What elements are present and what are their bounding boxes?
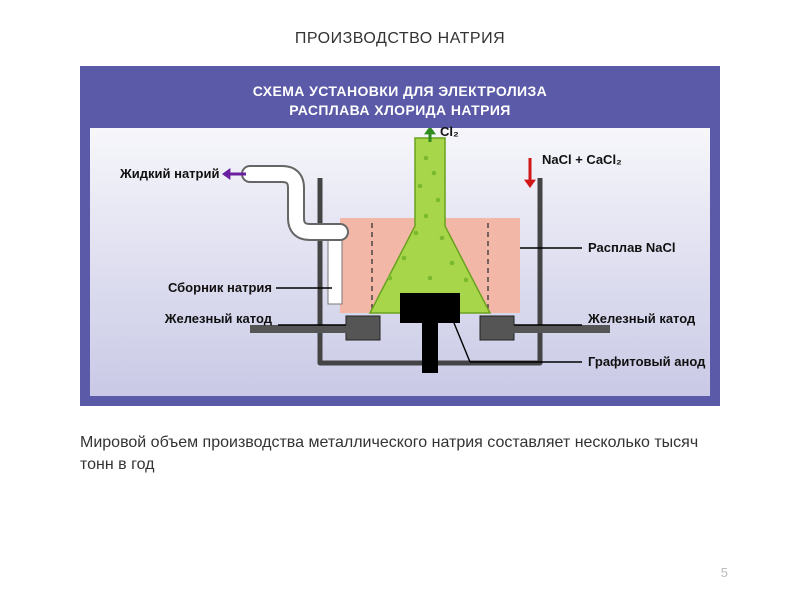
- page-title: ПРОИЗВОДСТВО НАТРИЯ: [0, 0, 800, 66]
- panel-header-line2: РАСПЛАВА ХЛОРИДА НАТРИЯ: [289, 102, 511, 118]
- page-number: 5: [721, 565, 728, 580]
- diagram-panel: СХЕМА УСТАНОВКИ ДЛЯ ЭЛЕКТРОЛИЗА РАСПЛАВА…: [80, 66, 720, 406]
- label-collector: Сборник натрия: [104, 280, 272, 295]
- label-liquid-na: Жидкий натрий: [120, 166, 216, 181]
- panel-header: СХЕМА УСТАНОВКИ ДЛЯ ЭЛЕКТРОЛИЗА РАСПЛАВА…: [90, 76, 710, 128]
- label-melt: Расплав NaCl: [588, 240, 676, 255]
- caption-text: Мировой объем производства металлическог…: [80, 432, 720, 475]
- label-cathode-left: Железный катод: [148, 312, 272, 327]
- label-cl2: Cl₂: [440, 124, 459, 139]
- label-anode: Графитовый анод: [588, 354, 705, 369]
- label-cathode-right: Железный катод: [588, 312, 695, 327]
- label-feed: NaCl + CaCl₂: [542, 152, 622, 167]
- diagram-area: Cl₂ NaCl + CaCl₂ Жидкий натрий Сборник н…: [90, 128, 710, 398]
- panel-header-line1: СХЕМА УСТАНОВКИ ДЛЯ ЭЛЕКТРОЛИЗА: [253, 83, 547, 99]
